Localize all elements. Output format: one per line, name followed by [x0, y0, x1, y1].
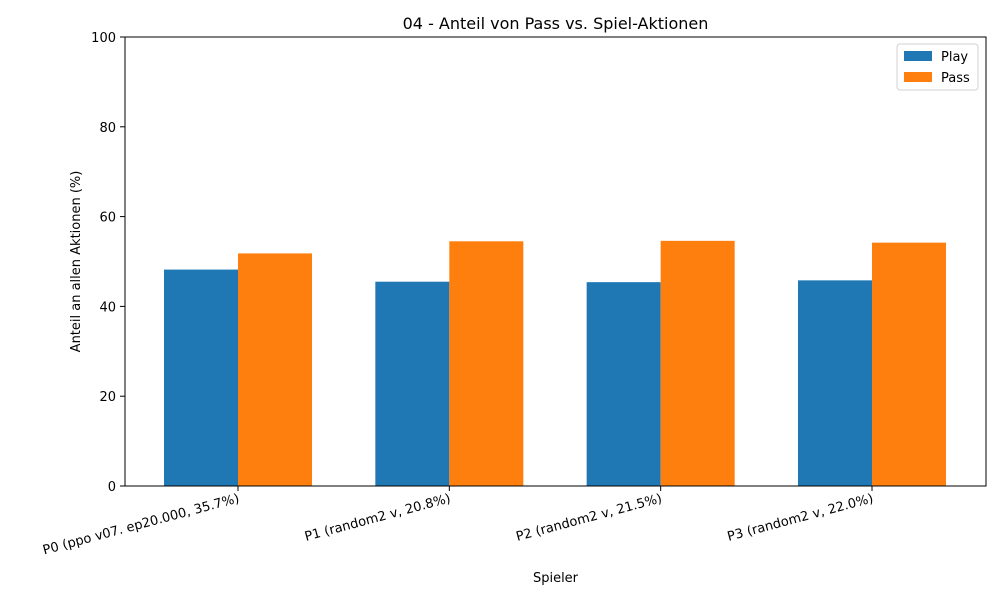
axes-layer — [124, 36, 987, 487]
bar-pass-p2 — [660, 240, 735, 486]
y-tick-label: 80 — [99, 121, 116, 136]
y-tick-label: 100 — [91, 31, 116, 46]
y-tick-label: 20 — [99, 390, 116, 405]
y-axis-ticks: 0 20 40 60 80 100 — [91, 31, 125, 495]
y-axis-label: Anteil an allen Aktionen (%) — [69, 171, 84, 353]
y-tick-label: 60 — [99, 211, 116, 226]
x-tick-label: P3 (random2 v, 22.0%) — [726, 491, 875, 544]
bar-play-p3 — [797, 280, 872, 486]
bar-play-p0 — [164, 269, 238, 486]
bars-layer — [164, 240, 946, 486]
x-axis-ticks: P0 (ppo v07. ep20.000, 35.7%) P1 (random2… — [41, 486, 875, 558]
y-tick-label: 40 — [99, 300, 116, 315]
bar-play-p1 — [375, 281, 450, 486]
bar-pass-p3 — [871, 242, 946, 486]
x-tick-label: P1 (random2 v, 20.8%) — [303, 491, 452, 544]
legend: Play Pass — [896, 43, 979, 91]
legend-label-pass: Pass — [941, 71, 970, 86]
x-tick-label: P0 (ppo v07. ep20.000, 35.7%) — [41, 491, 241, 558]
bar-play-p2 — [586, 282, 661, 486]
bar-pass-p1 — [449, 241, 524, 486]
legend-swatch-pass — [904, 72, 932, 82]
bar-pass-p0 — [238, 253, 312, 486]
x-axis-label: Spieler — [533, 571, 579, 586]
plot-frame — [124, 36, 987, 487]
chart-title: 04 - Anteil von Pass vs. Spiel-Aktionen — [403, 14, 709, 33]
legend-swatch-play — [904, 51, 932, 61]
x-tick-label: P2 (random2 v, 21.5%) — [514, 491, 663, 544]
legend-label-play: Play — [941, 50, 968, 65]
y-tick-label: 0 — [108, 480, 116, 495]
